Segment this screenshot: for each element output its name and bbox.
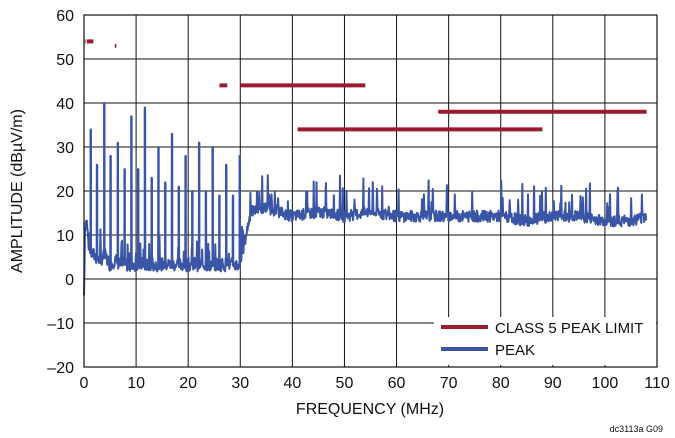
plot-frame (83, 14, 658, 368)
x-axis-title: FREQUENCY (MHz) (296, 401, 444, 418)
series-class5-peak-limit (84, 39, 647, 132)
y-tick-label: 40 (56, 96, 74, 113)
x-tick-label: 40 (283, 375, 301, 392)
x-tick-label: 90 (544, 375, 562, 392)
x-tick-label: 100 (592, 375, 619, 392)
x-tick-label: 30 (231, 375, 249, 392)
series-peak (83, 102, 648, 296)
y-tick-label: –10 (47, 316, 74, 333)
y-tick-label: 60 (56, 8, 74, 25)
x-tick-label: 50 (336, 375, 354, 392)
x-tick-labels: 0 10 20 30 40 50 60 70 80 90 100 110 (80, 375, 670, 392)
peak-trace (83, 102, 648, 296)
grid (83, 14, 658, 368)
y-axis-title: AMPLITUDE (dBµV/m) (9, 109, 26, 273)
y-tick-label: 10 (56, 228, 74, 245)
x-tick-label: 60 (388, 375, 406, 392)
legend-label-peak: PEAK (495, 342, 535, 359)
y-tick-label: –20 (47, 360, 74, 377)
y-tick-label: 20 (56, 184, 74, 201)
x-tick-label: 70 (440, 375, 458, 392)
y-tick-label: 30 (56, 140, 74, 157)
x-tick-label: 10 (127, 375, 145, 392)
y-tick-label: 50 (56, 52, 74, 69)
x-tick-label: 20 (179, 375, 197, 392)
legend: CLASS 5 PEAK LIMIT PEAK (434, 317, 656, 365)
y-tick-label: 0 (65, 272, 74, 289)
x-tick-label: 110 (644, 375, 670, 392)
legend-label-limit: CLASS 5 PEAK LIMIT (495, 320, 643, 337)
figure-id: dc3113a G09 (610, 424, 663, 434)
x-tick-label: 0 (80, 375, 89, 392)
y-tick-labels: –20 –10 0 10 20 30 40 50 60 (47, 8, 74, 377)
x-tick-label: 80 (492, 375, 510, 392)
